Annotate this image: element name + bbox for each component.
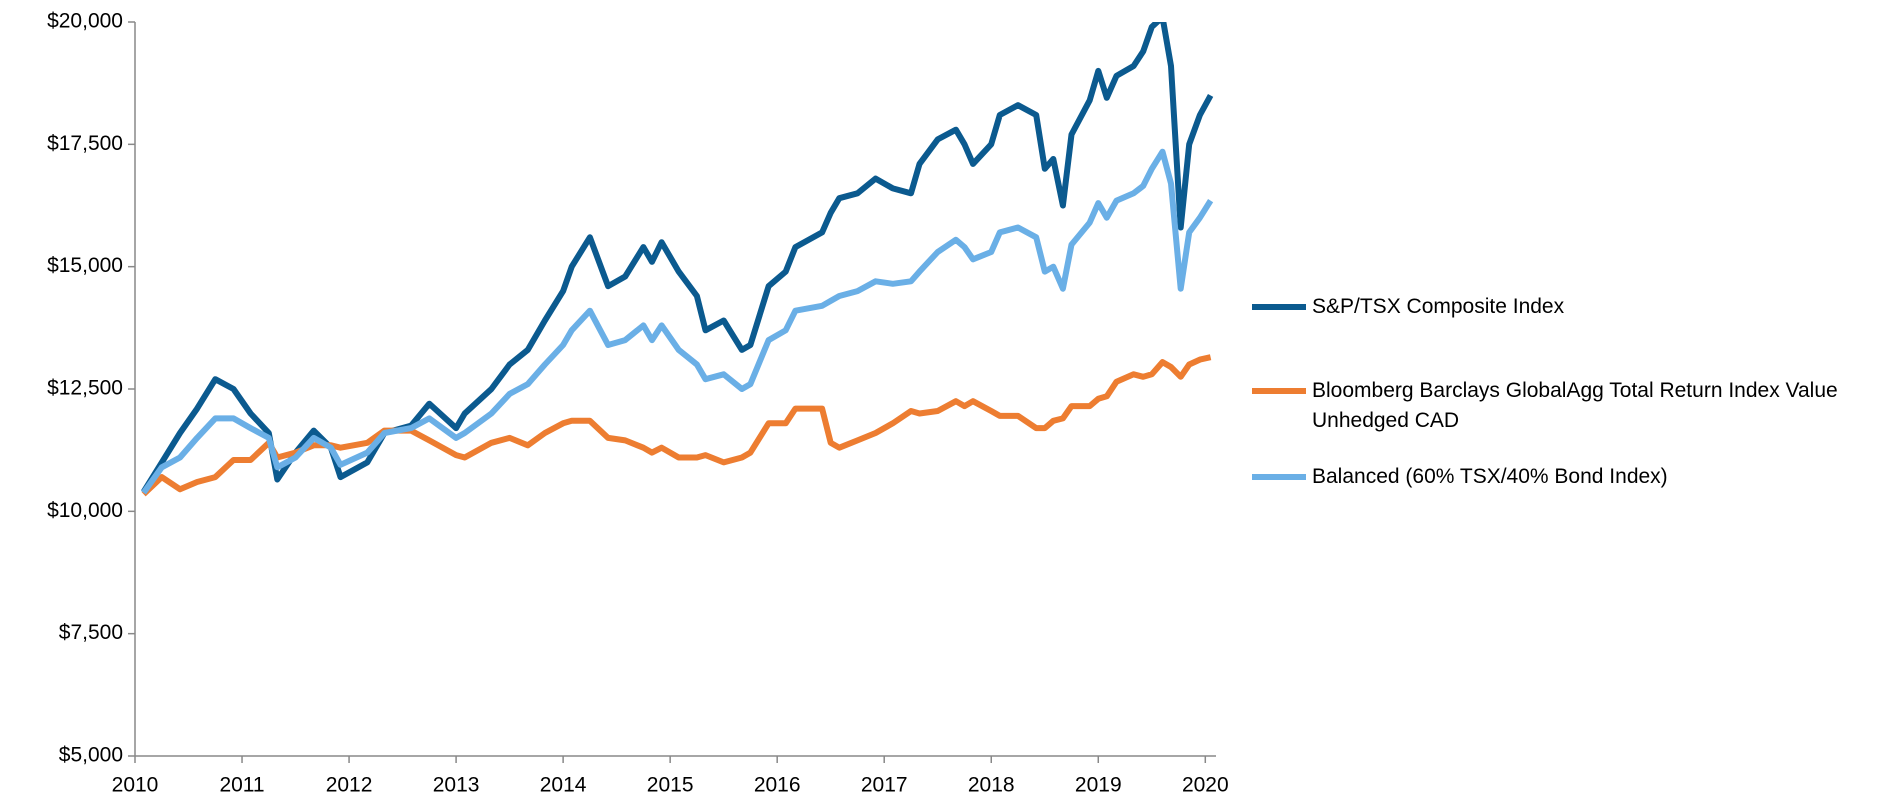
x-tick-label: 2013 bbox=[433, 774, 480, 797]
y-tick-label: $20,000 bbox=[47, 10, 123, 33]
legend-label: S&P/TSX Composite Index bbox=[1312, 295, 1565, 318]
series-line bbox=[141, 354, 1212, 497]
plot-area bbox=[141, 22, 1214, 497]
x-tick-label: 2017 bbox=[861, 774, 908, 797]
x-tick-label: 2019 bbox=[1075, 774, 1122, 797]
legend-swatch bbox=[1252, 474, 1306, 480]
y-tick-label: $17,500 bbox=[47, 132, 123, 155]
x-tick-label: 2010 bbox=[112, 774, 159, 797]
legend-label: Balanced (60% TSX/40% Bond Index) bbox=[1312, 465, 1668, 488]
x-tick-label: 2018 bbox=[968, 774, 1015, 797]
x-tick-label: 2016 bbox=[754, 774, 801, 797]
series-line bbox=[141, 148, 1214, 495]
legend-item: Balanced (60% TSX/40% Bond Index) bbox=[1252, 462, 1888, 492]
legend-swatch bbox=[1252, 304, 1306, 310]
x-tick-label: 2014 bbox=[540, 774, 587, 797]
y-tick-label: $10,000 bbox=[47, 499, 123, 522]
legend-item: Bloomberg Barclays GlobalAgg Total Retur… bbox=[1252, 376, 1888, 436]
y-tick-label: $7,500 bbox=[59, 621, 123, 644]
legend-label: Bloomberg Barclays GlobalAgg Total Retur… bbox=[1312, 379, 1838, 432]
legend-item: S&P/TSX Composite Index bbox=[1252, 292, 1888, 322]
x-tick-label: 2020 bbox=[1182, 774, 1229, 797]
y-tick-label: $5,000 bbox=[59, 744, 123, 767]
x-tick-label: 2011 bbox=[219, 774, 264, 797]
x-tick-label: 2012 bbox=[326, 774, 373, 797]
y-tick-label: $12,500 bbox=[47, 377, 123, 400]
y-tick-label: $15,000 bbox=[47, 254, 123, 277]
series-line bbox=[141, 22, 1214, 494]
legend-swatch bbox=[1252, 388, 1306, 394]
x-tick-label: 2015 bbox=[647, 774, 694, 797]
